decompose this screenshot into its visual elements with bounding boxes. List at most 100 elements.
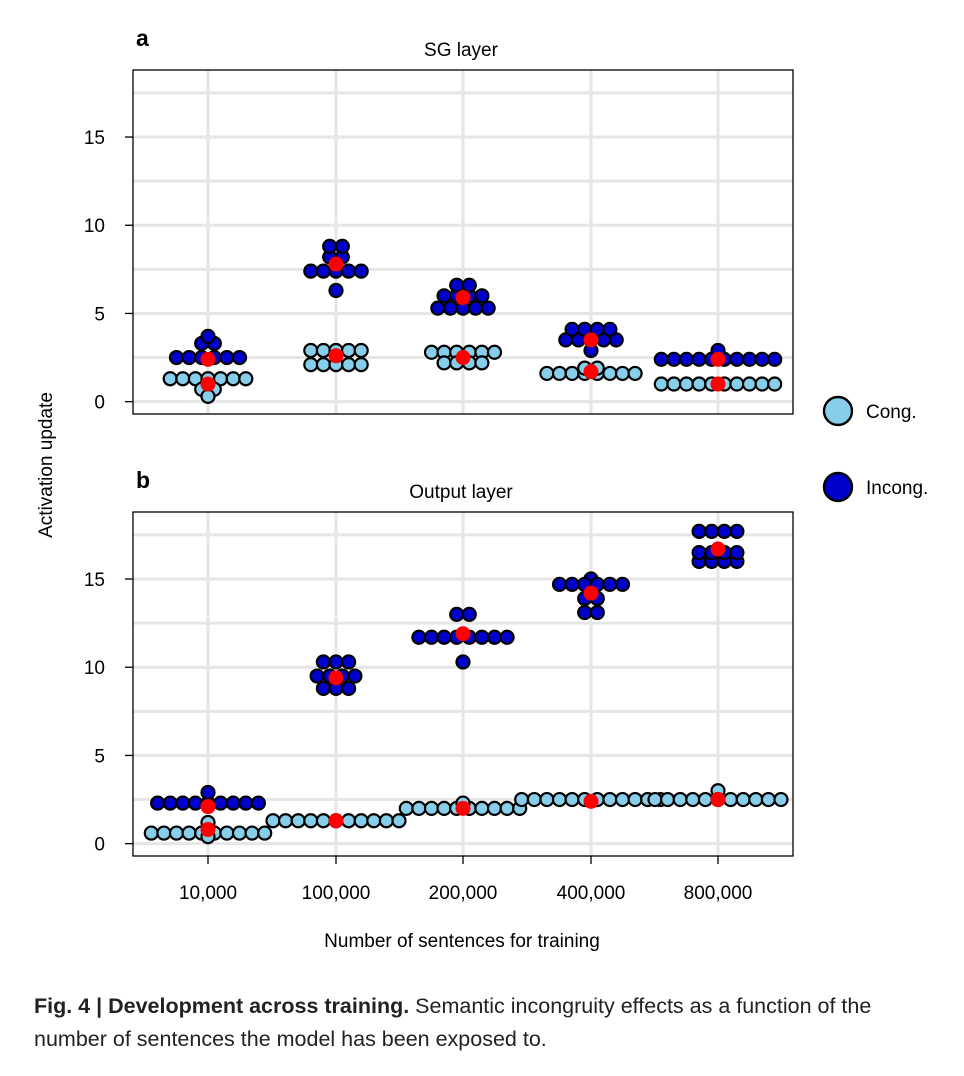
data-point bbox=[238, 371, 254, 387]
data-point bbox=[697, 791, 714, 808]
mean-point bbox=[200, 351, 216, 367]
data-point bbox=[334, 238, 350, 255]
data-point bbox=[704, 523, 720, 540]
data-point bbox=[175, 371, 191, 387]
data-point bbox=[341, 263, 357, 279]
data-point bbox=[168, 349, 185, 366]
mean-point bbox=[328, 813, 344, 829]
data-point bbox=[315, 342, 331, 359]
y-tick-label: 15 bbox=[84, 128, 105, 149]
legend: Cong. Incong. bbox=[822, 395, 928, 503]
data-point bbox=[341, 813, 357, 829]
mean-point bbox=[200, 376, 216, 392]
y-tick-label: 10 bbox=[84, 216, 105, 237]
data-point bbox=[423, 629, 440, 645]
caption-text: Semantic incongruity effects as a functi… bbox=[34, 994, 872, 1051]
data-point bbox=[691, 376, 707, 392]
data-point bbox=[627, 365, 643, 382]
data-point bbox=[309, 668, 325, 684]
data-point bbox=[474, 355, 490, 371]
data-point bbox=[315, 357, 331, 373]
data-point bbox=[436, 800, 452, 816]
data-point bbox=[754, 376, 770, 392]
data-point bbox=[353, 263, 369, 279]
data-point bbox=[564, 791, 580, 808]
data-point bbox=[627, 791, 643, 808]
panel-a-plot: 0 5 10 15 bbox=[84, 69, 794, 415]
mean-point bbox=[200, 822, 216, 838]
data-point bbox=[290, 813, 306, 829]
data-point bbox=[250, 795, 266, 811]
panel-label-a: a bbox=[136, 25, 149, 51]
y-axis-label: Activation update bbox=[36, 392, 57, 538]
data-point bbox=[474, 800, 490, 816]
data-point bbox=[602, 576, 618, 592]
data-point bbox=[614, 576, 631, 592]
data-point bbox=[181, 349, 197, 366]
data-point bbox=[353, 342, 369, 359]
data-point bbox=[423, 800, 440, 816]
data-point bbox=[729, 376, 745, 392]
data-point bbox=[225, 371, 241, 387]
data-point bbox=[735, 791, 751, 808]
data-point bbox=[602, 791, 618, 808]
data-point bbox=[691, 544, 707, 561]
data-point bbox=[430, 300, 446, 316]
data-point bbox=[716, 523, 732, 540]
data-point bbox=[213, 795, 229, 811]
data-point bbox=[602, 365, 618, 382]
data-point bbox=[577, 604, 593, 621]
data-point bbox=[741, 351, 758, 367]
data-point bbox=[486, 629, 503, 645]
x-tick-label: 400,000 bbox=[557, 883, 626, 904]
data-point bbox=[602, 321, 618, 337]
data-point bbox=[353, 357, 369, 373]
data-point bbox=[436, 355, 452, 371]
data-point bbox=[315, 263, 331, 279]
data-point bbox=[200, 328, 216, 344]
data-point bbox=[328, 282, 344, 299]
mean-point bbox=[200, 799, 216, 815]
data-point bbox=[411, 629, 427, 645]
data-point bbox=[685, 791, 701, 808]
legend-label-incong: Incong. bbox=[866, 478, 928, 499]
figure: a SG layer b Output layer 0 5 10 15 0 5 10 15 1… bbox=[36, 25, 928, 952]
data-point bbox=[672, 791, 688, 808]
data-point bbox=[514, 791, 530, 808]
data-point bbox=[666, 351, 682, 367]
data-point bbox=[539, 791, 555, 808]
data-point bbox=[366, 813, 382, 829]
mean-point bbox=[455, 626, 471, 642]
mean-point bbox=[710, 792, 726, 808]
data-point bbox=[480, 300, 496, 316]
data-point bbox=[341, 680, 357, 697]
data-point bbox=[423, 344, 440, 360]
data-point bbox=[691, 351, 707, 367]
data-point bbox=[564, 365, 580, 382]
y-tick-label: 10 bbox=[84, 658, 105, 679]
data-point bbox=[551, 576, 568, 592]
data-point bbox=[449, 277, 465, 293]
data-point bbox=[564, 321, 580, 337]
mean-point bbox=[710, 351, 726, 367]
y-tick-label: 5 bbox=[94, 746, 105, 767]
x-axis-label: Number of sentences for training bbox=[324, 931, 600, 952]
data-point bbox=[461, 606, 477, 622]
data-point bbox=[653, 351, 669, 367]
data-point bbox=[231, 825, 248, 841]
legend-label-cong: Cong. bbox=[866, 402, 917, 423]
data-point bbox=[486, 800, 503, 816]
data-point bbox=[341, 654, 357, 670]
data-point bbox=[315, 813, 331, 829]
x-tick-label: 200,000 bbox=[429, 883, 498, 904]
data-point bbox=[353, 813, 369, 829]
data-point bbox=[156, 825, 172, 841]
data-point bbox=[729, 351, 745, 367]
mean-point bbox=[710, 541, 726, 557]
data-point bbox=[455, 654, 471, 670]
x-tick-label: 100,000 bbox=[302, 883, 371, 904]
data-point bbox=[162, 371, 178, 387]
data-point bbox=[461, 277, 477, 293]
data-point bbox=[760, 791, 777, 808]
data-point bbox=[564, 576, 580, 592]
